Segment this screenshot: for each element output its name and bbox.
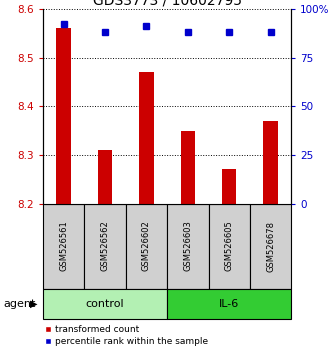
- Bar: [43, 204, 84, 289]
- Text: IL-6: IL-6: [219, 298, 239, 309]
- Text: GSM526605: GSM526605: [225, 221, 234, 272]
- Bar: [98, 150, 112, 204]
- Bar: [126, 204, 167, 289]
- Bar: [84, 204, 126, 289]
- Bar: [167, 289, 291, 319]
- Text: GSM526603: GSM526603: [183, 221, 192, 272]
- Bar: [250, 204, 291, 289]
- Text: ▶: ▶: [30, 298, 37, 309]
- Bar: [57, 28, 71, 204]
- Bar: [263, 121, 278, 204]
- Legend: transformed count, percentile rank within the sample: transformed count, percentile rank withi…: [41, 321, 212, 349]
- Bar: [167, 204, 209, 289]
- Text: GSM526562: GSM526562: [101, 221, 110, 272]
- Bar: [209, 204, 250, 289]
- Bar: [181, 131, 195, 204]
- Text: control: control: [86, 298, 124, 309]
- Title: GDS3773 / 10602795: GDS3773 / 10602795: [93, 0, 242, 8]
- Text: GSM526561: GSM526561: [59, 221, 68, 272]
- Bar: [222, 170, 236, 204]
- Text: GSM526678: GSM526678: [266, 221, 275, 272]
- Bar: [43, 289, 167, 319]
- Bar: [139, 72, 154, 204]
- Text: GSM526602: GSM526602: [142, 221, 151, 272]
- Text: agent: agent: [3, 298, 36, 309]
